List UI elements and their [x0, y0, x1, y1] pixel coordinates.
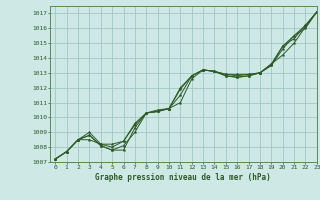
X-axis label: Graphe pression niveau de la mer (hPa): Graphe pression niveau de la mer (hPa): [95, 173, 271, 182]
